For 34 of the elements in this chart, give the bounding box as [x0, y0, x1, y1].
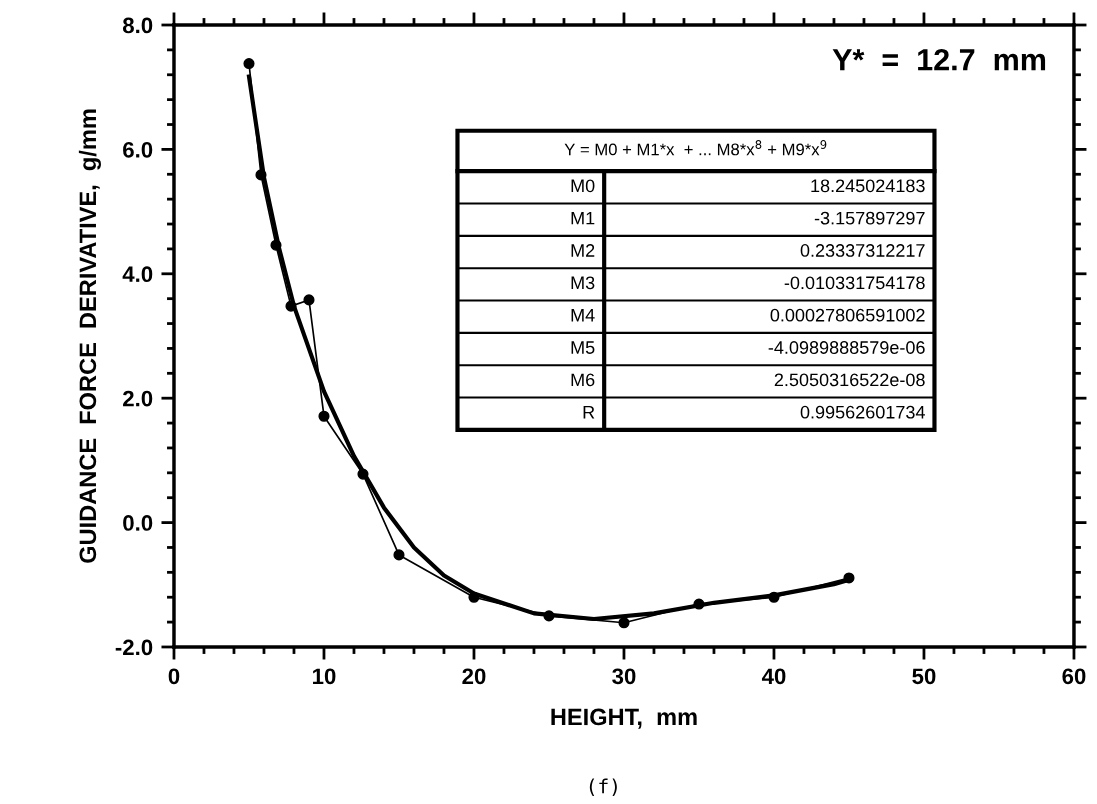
annotation: M1	[571, 211, 595, 225]
annotation: -4.0989888579e-06	[768, 341, 925, 354]
y-tick-label: 0.0	[123, 515, 153, 531]
annotation: 0.00027806591002	[770, 308, 925, 322]
annotation: M5	[571, 341, 595, 354]
x-tick-label: 50	[912, 668, 936, 685]
annotation: R	[583, 405, 595, 419]
annotation: M4	[571, 308, 595, 322]
text: (f)	[589, 778, 617, 796]
x-tick-label: 30	[612, 668, 636, 685]
y-tick-label: 6.0	[123, 141, 153, 158]
annotation: M0	[571, 179, 595, 193]
annotation: Y* = 12.7 mm	[832, 48, 1046, 71]
y-tick-label: 2.0	[123, 390, 153, 407]
annotation: M6	[571, 373, 595, 387]
annotation: 0.23337312217	[800, 244, 925, 257]
annotation: -0.010331754178	[784, 276, 925, 290]
y-tick-label: 8.0	[122, 17, 153, 34]
annotation: -3.157897297	[814, 211, 925, 225]
x-tick-label: 10	[313, 668, 336, 685]
y-tick-label: 4.0	[122, 266, 153, 283]
x-tick-label: 60	[1062, 668, 1086, 685]
annotation: M2	[571, 244, 595, 257]
x-tick-label: 20	[462, 668, 486, 685]
annotation: 2.5050316522e-08	[774, 373, 925, 387]
annotation: 0.99562601734	[800, 405, 925, 419]
x-tick-label: 40	[761, 668, 786, 685]
y-axis-title: GUIDANCE FORCE DERIVATIVE, g/mm	[78, 109, 101, 563]
y-tick-label: -2.0	[115, 639, 153, 656]
annotation: M3	[571, 276, 595, 290]
x-axis-title: HEIGHT, mm	[551, 708, 697, 729]
annotation: 18.245024183	[811, 179, 925, 193]
annotation: Y = M0 + M1*x + ... M8*x$^{8}$ + M9*x$^{9}$	[564, 140, 827, 156]
x-tick-label: 0	[168, 668, 180, 685]
